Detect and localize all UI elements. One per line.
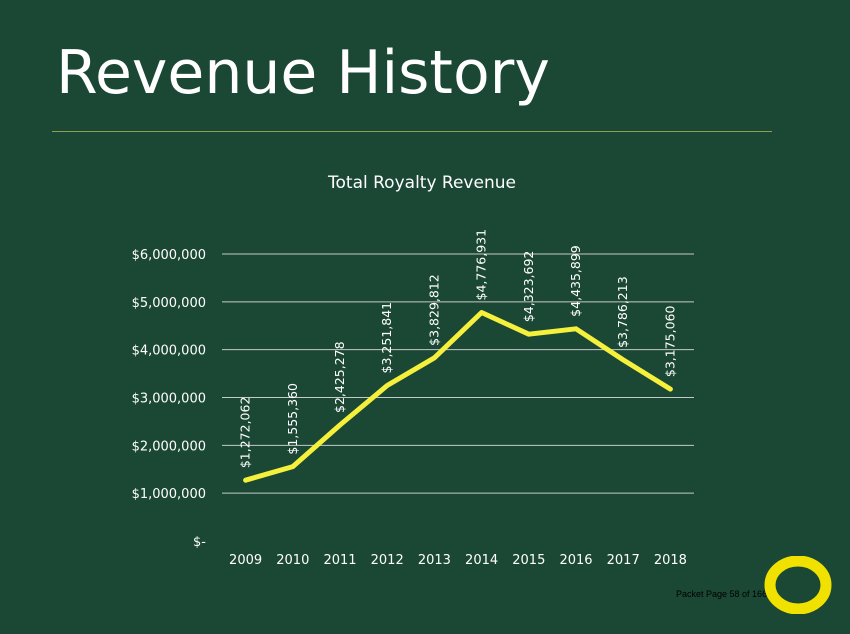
data-label: $3,786,213 [615,276,630,348]
x-tick-label: 2009 [229,553,262,568]
series-line [243,310,673,483]
x-tick-label: 2011 [323,553,356,568]
data-label: $1,555,360 [285,383,300,455]
oregon-o-logo-icon [764,556,832,614]
y-axis-ticks: $- $1,000,000 $2,000,000 $3,000,000 $4,000,0… [132,248,207,550]
x-tick-label: 2014 [465,553,498,568]
data-label: $4,323,692 [521,251,536,323]
slide-title: Revenue History [56,38,550,108]
y-tick-label: $4,000,000 [132,344,206,359]
x-tick-label: 2013 [418,553,451,568]
x-axis-ticks: 2009 2010 2011 2012 2013 2014 2015 2016 2017 2018 [229,553,687,568]
data-label: $4,776,931 [474,229,489,301]
y-tick-label: $6,000,000 [132,248,206,263]
data-labels: $1,272,062 $1,555,360 $2,425,278 $3,251,841… [238,229,678,468]
x-tick-label: 2017 [607,553,640,568]
data-label: $4,435,899 [568,245,583,317]
packet-page-note: Packet Page 58 of 166 [676,589,768,599]
data-label: $2,425,278 [332,341,347,413]
y-tick-label: $5,000,000 [132,296,206,311]
x-tick-label: 2018 [654,553,687,568]
y-tick-label: $- [193,535,206,550]
data-label: $3,175,060 [662,306,677,378]
y-tick-label: $3,000,000 [132,392,206,407]
y-tick-label: $1,000,000 [132,487,206,502]
x-tick-label: 2016 [559,553,592,568]
data-label: $3,251,841 [379,302,394,374]
gridlines [222,253,694,494]
x-tick-label: 2015 [512,553,545,568]
y-tick-label: $2,000,000 [132,439,206,454]
x-tick-label: 2010 [276,553,309,568]
chart-title: Total Royalty Revenue [327,173,516,193]
title-divider [52,131,772,132]
data-label: $1,272,062 [238,397,253,469]
x-tick-label: 2012 [371,553,404,568]
data-label: $3,829,812 [426,274,441,346]
